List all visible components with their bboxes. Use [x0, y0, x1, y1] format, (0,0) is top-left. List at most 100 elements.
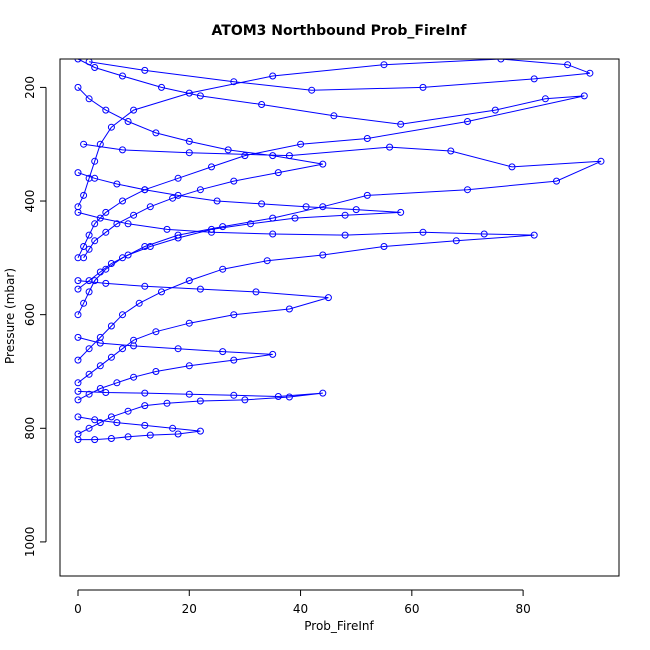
- data-point: [152, 129, 160, 137]
- data-point: [74, 208, 82, 216]
- data-point: [130, 373, 138, 381]
- data-point: [497, 59, 505, 63]
- data-point: [85, 245, 93, 253]
- data-point: [196, 92, 204, 100]
- data-point: [247, 220, 254, 228]
- data-point: [185, 319, 193, 327]
- data-point: [324, 294, 332, 302]
- data-point: [141, 402, 149, 410]
- data-point: [580, 92, 588, 100]
- data-point: [107, 353, 115, 361]
- data-point: [553, 177, 560, 185]
- data-point: [174, 345, 182, 353]
- data-point: [102, 228, 110, 236]
- data-point: [185, 137, 193, 145]
- data-point: [85, 424, 93, 432]
- data-point: [213, 197, 221, 205]
- data-point: [124, 251, 132, 259]
- data-point: [107, 123, 115, 131]
- data-point: [74, 277, 82, 285]
- y-tick-label: 400: [23, 190, 37, 213]
- series-line-4: [77, 280, 329, 384]
- data-point: [85, 390, 93, 398]
- data-point: [130, 211, 138, 219]
- series-line-2: [77, 143, 602, 315]
- data-point: [119, 254, 126, 262]
- data-point: [85, 231, 93, 239]
- data-point: [119, 345, 126, 353]
- data-point: [285, 305, 293, 313]
- data-point: [85, 370, 93, 378]
- data-point: [124, 118, 132, 125]
- series-line-9: [77, 172, 401, 290]
- data-point: [80, 243, 88, 250]
- series-line-7: [77, 416, 201, 441]
- data-point: [230, 311, 238, 319]
- data-point: [230, 78, 238, 86]
- data-point: [107, 435, 115, 442]
- data-point: [491, 106, 499, 114]
- data-point: [107, 322, 115, 330]
- data-point: [185, 89, 193, 97]
- data-point: [135, 299, 143, 307]
- data-point: [152, 368, 160, 375]
- data-point: [141, 282, 149, 290]
- data-point: [74, 285, 82, 293]
- data-point: [102, 106, 110, 114]
- data-point: [102, 279, 110, 287]
- data-point: [330, 112, 338, 120]
- data-point: [74, 333, 82, 341]
- data-point: [91, 174, 99, 182]
- data-point: [107, 260, 115, 267]
- data-point: [230, 391, 238, 399]
- data-point: [113, 379, 121, 387]
- data-point: [269, 350, 277, 358]
- data-point: [196, 397, 204, 405]
- data-point: [447, 147, 455, 155]
- data-point: [363, 191, 371, 199]
- data-point: [274, 393, 282, 400]
- y-tick-label: 600: [23, 303, 37, 326]
- data-point: [80, 140, 88, 148]
- data-point: [419, 228, 427, 236]
- data-point: [96, 268, 104, 276]
- data-point: [102, 389, 110, 396]
- data-point: [452, 237, 460, 245]
- data-point: [113, 419, 121, 427]
- data-point: [419, 83, 427, 91]
- series-line-6: [77, 390, 323, 435]
- series-line-8: [77, 87, 323, 259]
- data-point: [341, 231, 349, 239]
- data-point: [74, 379, 82, 387]
- chart-title: ATOM3 Northbound Prob_FireInf: [212, 23, 468, 39]
- data-point: [113, 220, 121, 228]
- data-point: [91, 436, 99, 444]
- data-point: [185, 149, 193, 157]
- data-point: [107, 413, 115, 421]
- data-point: [124, 433, 132, 441]
- data-point: [124, 220, 132, 228]
- data-point: [146, 203, 154, 211]
- data-point: [119, 311, 126, 319]
- data-point: [252, 288, 260, 296]
- data-point: [74, 436, 82, 444]
- data-point: [530, 75, 538, 83]
- data-point: [96, 385, 104, 392]
- data-point: [124, 407, 132, 415]
- data-point: [308, 86, 316, 94]
- data-point: [169, 194, 177, 202]
- x-tick-label: 0: [74, 602, 82, 616]
- data-point: [196, 285, 204, 293]
- data-point: [96, 362, 104, 370]
- data-point: [241, 152, 249, 160]
- data-point: [241, 396, 249, 404]
- data-point: [91, 237, 99, 245]
- data-point: [174, 191, 182, 199]
- data-point: [141, 66, 149, 74]
- data-point: [185, 390, 193, 398]
- data-point: [258, 200, 266, 208]
- data-point: [158, 83, 165, 91]
- data-point: [208, 225, 215, 233]
- x-tick-label: 60: [404, 602, 419, 616]
- data-point: [96, 339, 104, 347]
